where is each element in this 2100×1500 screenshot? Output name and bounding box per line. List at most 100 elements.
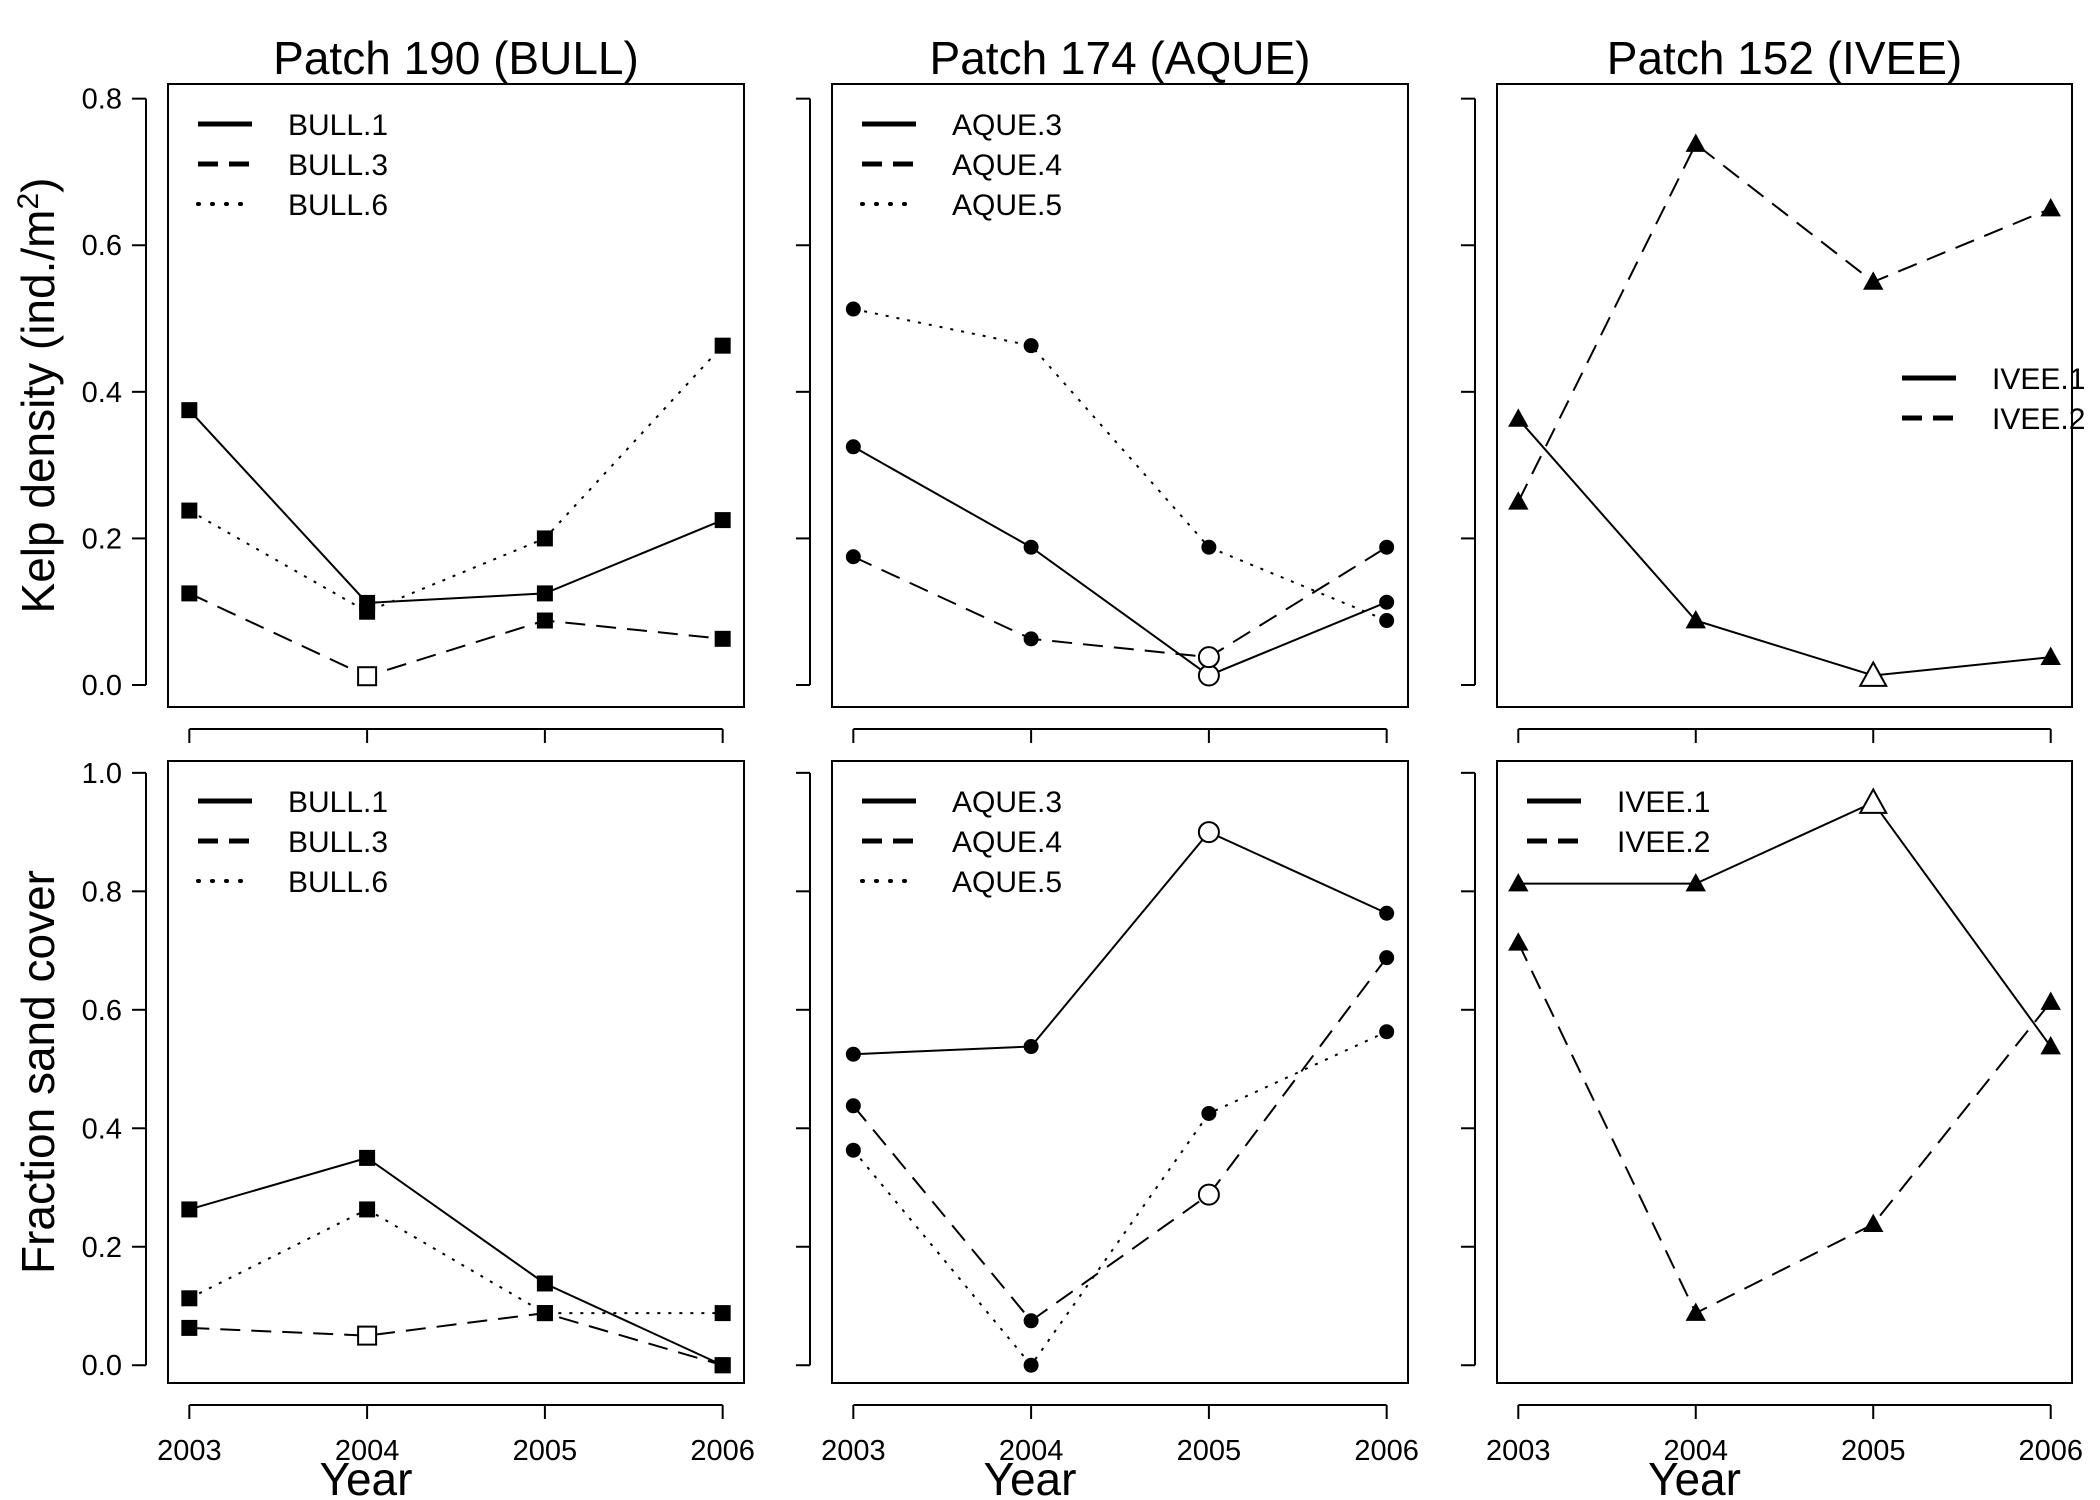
legend: IVEE.1 IVEE.2 — [1902, 363, 2085, 436]
open-marker-IVEE.1-2005 — [1858, 787, 1888, 814]
series-line-BULL.3 — [188, 592, 723, 678]
legend-label: BULL.1 — [288, 786, 388, 819]
marker-BULL.3-2003 — [181, 585, 198, 602]
panel-bottom-right: 2003 2004 2005 2006 Year IVEE.1 IVEE.2 — [1461, 760, 2083, 1500]
open-marker-AQUE.3-2005 — [1197, 664, 1220, 687]
plot-frame — [831, 83, 1409, 708]
marker-BULL.1-2003 — [181, 1201, 198, 1218]
legend-label: BULL.3 — [288, 826, 388, 859]
legend: IVEE.1 IVEE.2 — [1527, 786, 1710, 859]
legend-label: AQUE.4 — [952, 149, 1062, 182]
plot-frame — [831, 760, 1409, 1384]
marker-AQUE.3-2003 — [845, 439, 861, 455]
x-tick-label: 2003 — [821, 1435, 886, 1467]
series-AQUE.4 — [845, 950, 1395, 1329]
marker-BULL.1-2003 — [181, 402, 198, 419]
series-line-BULL.1 — [188, 409, 724, 604]
marker-IVEE.2-2005 — [1863, 1213, 1884, 1233]
y-tick-label: 0.8 — [82, 84, 122, 116]
marker-AQUE.4-2006 — [1379, 539, 1395, 555]
y-tick-label: 0.8 — [82, 876, 122, 908]
marker-BULL.6-2005 — [536, 530, 553, 547]
y-tick-label: 0.4 — [82, 377, 122, 409]
series-BULL.6 — [181, 1201, 731, 1322]
marker-BULL.6-2004 — [359, 603, 376, 620]
series-BULL.1 — [181, 402, 731, 611]
series-IVEE.2 — [1508, 133, 2061, 510]
y-axis — [1461, 97, 1476, 687]
marker-AQUE.5-2003 — [845, 301, 861, 317]
series-IVEE.1 — [1508, 408, 2061, 687]
marker-IVEE.1-2004 — [1685, 609, 1706, 629]
marker-BULL.6-2006 — [714, 1305, 731, 1322]
y-tick-label: 0.0 — [82, 1350, 122, 1382]
series-BULL.3 — [181, 585, 731, 687]
marker-IVEE.1-2004 — [1685, 873, 1706, 892]
open-marker-AQUE.3-2005 — [1197, 821, 1220, 844]
x-tick-label: 2004 — [335, 1435, 400, 1467]
series-AQUE.5 — [845, 1024, 1395, 1373]
x-tick-label: 2003 — [1486, 1435, 1551, 1467]
x-tick-label: 2005 — [513, 1435, 578, 1467]
panel-bottom-middle: 2003 2004 2005 2006 Year AQUE.3 AQUE.4 AQUE.5 — [796, 760, 1419, 1500]
marker-AQUE.4-2006 — [1379, 950, 1395, 966]
series-AQUE.4 — [845, 539, 1395, 669]
marker-AQUE.4-2004 — [1023, 1313, 1039, 1329]
marker-AQUE.4-2004 — [1023, 631, 1039, 647]
plot-frame — [167, 83, 745, 708]
open-marker-IVEE.1-2005 — [1858, 660, 1888, 687]
series-line-IVEE.2 — [1517, 942, 2052, 1315]
marker-AQUE.5-2006 — [1379, 613, 1395, 629]
panel-top-middle: Patch 174 (AQUE) AQUE.3 AQUE.4 AQUE.5 — [796, 32, 1409, 743]
x-axis — [188, 728, 724, 743]
open-marker-AQUE.4-2005 — [1197, 1183, 1220, 1206]
marker-IVEE.2-2004 — [1685, 133, 1706, 152]
y-axis — [796, 97, 811, 687]
plot-frame — [1496, 83, 2073, 708]
legend-label: IVEE.2 — [1992, 403, 2085, 436]
y-tick-label: 0.2 — [82, 1232, 122, 1264]
series-line-AQUE.4 — [852, 957, 1388, 1323]
legend: AQUE.3 AQUE.4 AQUE.5 — [860, 786, 1062, 899]
x-tick-label: 2006 — [1354, 1435, 1419, 1467]
y-axis-title-close: ) — [12, 178, 64, 193]
panel-bottom-left: 0.0 0.2 0.4 0.6 0.8 1.0 2003 2004 2005 2006 Year Fr… — [12, 758, 755, 1500]
x-tick-label: 2005 — [1841, 1435, 1906, 1467]
marker-AQUE.5-2003 — [845, 1142, 861, 1158]
series-line-AQUE.5 — [853, 308, 1388, 622]
x-tick-label: 2006 — [2018, 1435, 2083, 1467]
marker-BULL.6-2006 — [714, 337, 731, 354]
y-tick-label: 0.4 — [82, 1113, 122, 1145]
series-IVEE.1 — [1508, 787, 2061, 1055]
marker-BULL.3-2003 — [181, 1319, 198, 1336]
x-axis-title: Year — [1648, 1453, 1741, 1500]
marker-BULL.1-2004 — [359, 1149, 376, 1166]
series-AQUE.5 — [845, 301, 1395, 629]
legend-label: IVEE.1 — [1992, 363, 2085, 396]
series-line-AQUE.4 — [852, 546, 1388, 659]
panel-title: Patch 190 (BULL) — [273, 32, 639, 84]
legend-label: BULL.6 — [288, 189, 388, 222]
x-axis — [1517, 728, 2052, 743]
marker-AQUE.5-2006 — [1379, 1024, 1395, 1040]
marker-AQUE.5-2004 — [1023, 1357, 1039, 1373]
y-axis-title-superscript: 2 — [12, 193, 45, 210]
marker-AQUE.5-2005 — [1201, 539, 1217, 555]
panel-top-right: Patch 152 (IVEE) IVEE.1 IVEE.2 — [1461, 32, 2085, 743]
x-tick-label: 2004 — [1664, 1435, 1729, 1467]
y-tick-label: 0.0 — [82, 670, 122, 702]
marker-IVEE.1-2006 — [2040, 646, 2061, 665]
marker-AQUE.3-2006 — [1379, 594, 1395, 610]
marker-BULL.6-2003 — [181, 1290, 198, 1307]
open-marker-AQUE.4-2005 — [1197, 646, 1220, 669]
marker-AQUE.3-2006 — [1379, 905, 1395, 921]
plot-frame — [1496, 760, 2073, 1384]
legend: BULL.1 BULL.3 BULL.6 — [196, 786, 388, 899]
y-axis — [1461, 771, 1476, 1367]
series-line-BULL.6 — [188, 344, 724, 613]
x-tick-label: 2005 — [1177, 1435, 1242, 1467]
marker-AQUE.5-2005 — [1201, 1105, 1217, 1121]
panel-title: Patch 174 (AQUE) — [930, 32, 1311, 84]
x-axis: 2003 2004 2005 2006 — [1486, 1404, 2083, 1467]
panel-title: Patch 152 (IVEE) — [1607, 32, 1962, 84]
